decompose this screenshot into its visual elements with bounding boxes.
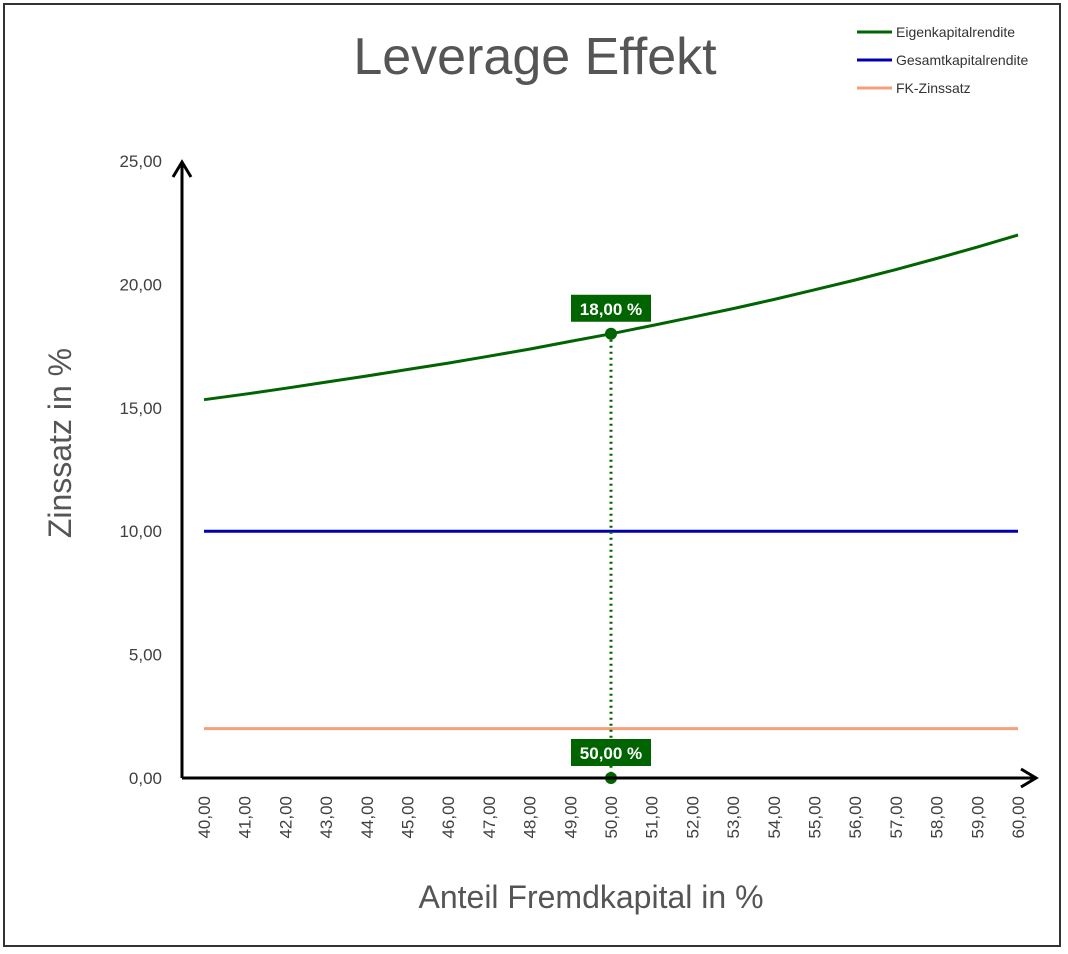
y-axis-title: Zinssatz in % — [42, 348, 78, 538]
x-tick-label: 51,00 — [643, 796, 662, 839]
chart-frame: Leverage Effekt Eigenkapitalrendite Gesam… — [3, 3, 1061, 947]
x-tick-labels: 40,00 41,00 42,00 43,00 44,00 45,00 46,00 47,00… — [195, 796, 1028, 839]
x-tick-label: 40,00 — [195, 796, 214, 839]
x-axis-title: Anteil Fremdkapital in % — [418, 879, 763, 915]
x-tick-label: 56,00 — [846, 796, 865, 839]
x-tick-label: 44,00 — [358, 796, 377, 839]
x-tick-label: 57,00 — [887, 796, 906, 839]
x-tick-label: 42,00 — [276, 796, 295, 839]
chart-title: Leverage Effekt — [353, 28, 717, 86]
x-tick-label: 46,00 — [439, 796, 458, 839]
x-tick-label: 43,00 — [317, 796, 336, 839]
marker-x-value-label-box — [571, 739, 651, 766]
y-tick-label: 20,00 — [119, 275, 162, 294]
x-tick-label: 41,00 — [236, 796, 255, 839]
marker-x-value-label: 50,00 % — [580, 744, 642, 763]
x-tick-label: 55,00 — [806, 796, 825, 839]
y-tick-label: 25,00 — [119, 152, 162, 171]
legend-label: FK-Zinssatz — [896, 80, 971, 96]
x-tick-label: 45,00 — [399, 796, 418, 839]
leverage-chart: Leverage Effekt Eigenkapitalrendite Gesam… — [42, 24, 1039, 915]
y-tick-label: 5,00 — [129, 646, 162, 665]
x-tick-label: 50,00 — [602, 796, 621, 839]
x-tick-label: 47,00 — [480, 796, 499, 839]
marker-y-value-label-box — [571, 294, 651, 322]
marker-y-value-label: 18,00 % — [580, 300, 642, 319]
legend-label: Gesamtkapitalrendite — [896, 52, 1029, 68]
x-tick-label: 58,00 — [928, 796, 947, 839]
legend-label: Eigenkapitalrendite — [896, 24, 1015, 40]
x-tick-label: 48,00 — [521, 796, 540, 839]
marker-point — [605, 327, 617, 340]
x-axis-arrow — [1020, 767, 1039, 789]
x-tick-label: 54,00 — [765, 796, 784, 839]
legend: Eigenkapitalrendite Gesamtkapitalrendite F… — [857, 24, 1029, 96]
y-axis-arrow — [171, 159, 193, 178]
y-tick-labels: 0,00 5,00 10,00 15,00 20,00 25,00 — [119, 152, 162, 788]
y-tick-label: 15,00 — [119, 399, 162, 418]
marker-layer: 18,00 % 50,00 % — [571, 294, 651, 784]
x-tick-label: 59,00 — [968, 796, 987, 839]
x-tick-label: 53,00 — [724, 796, 743, 839]
x-tick-label: 49,00 — [561, 796, 580, 839]
axes-layer — [171, 159, 1039, 789]
y-tick-label: 0,00 — [129, 769, 162, 788]
y-tick-label: 10,00 — [119, 522, 162, 541]
x-tick-label: 52,00 — [683, 796, 702, 839]
x-tick-label: 60,00 — [1009, 796, 1028, 839]
